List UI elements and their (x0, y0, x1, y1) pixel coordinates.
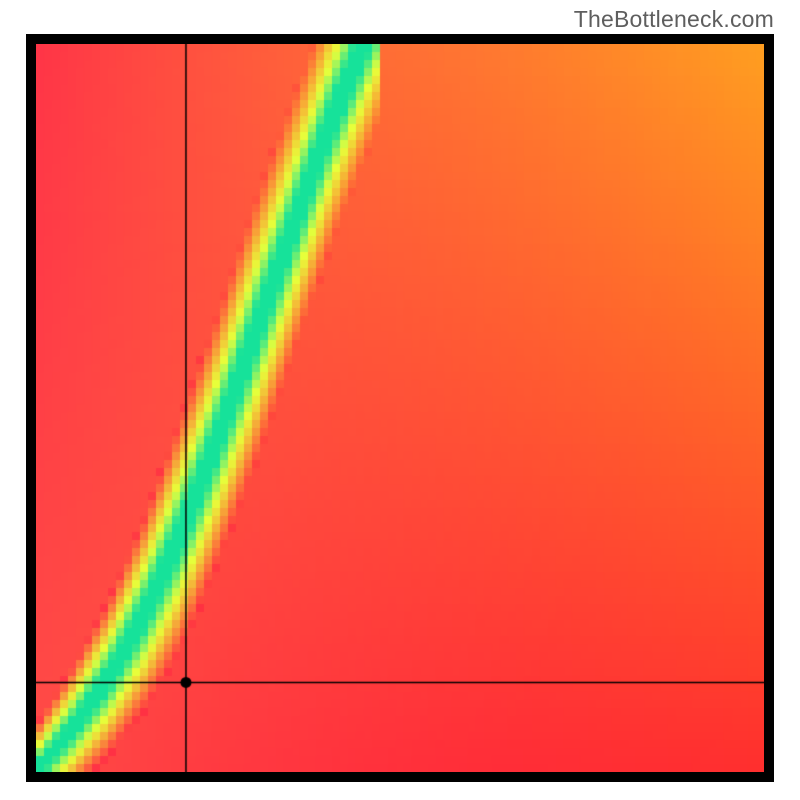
heatmap-frame (26, 34, 774, 782)
bottleneck-heatmap (36, 44, 764, 772)
watermark-text: TheBottleneck.com (574, 6, 774, 33)
